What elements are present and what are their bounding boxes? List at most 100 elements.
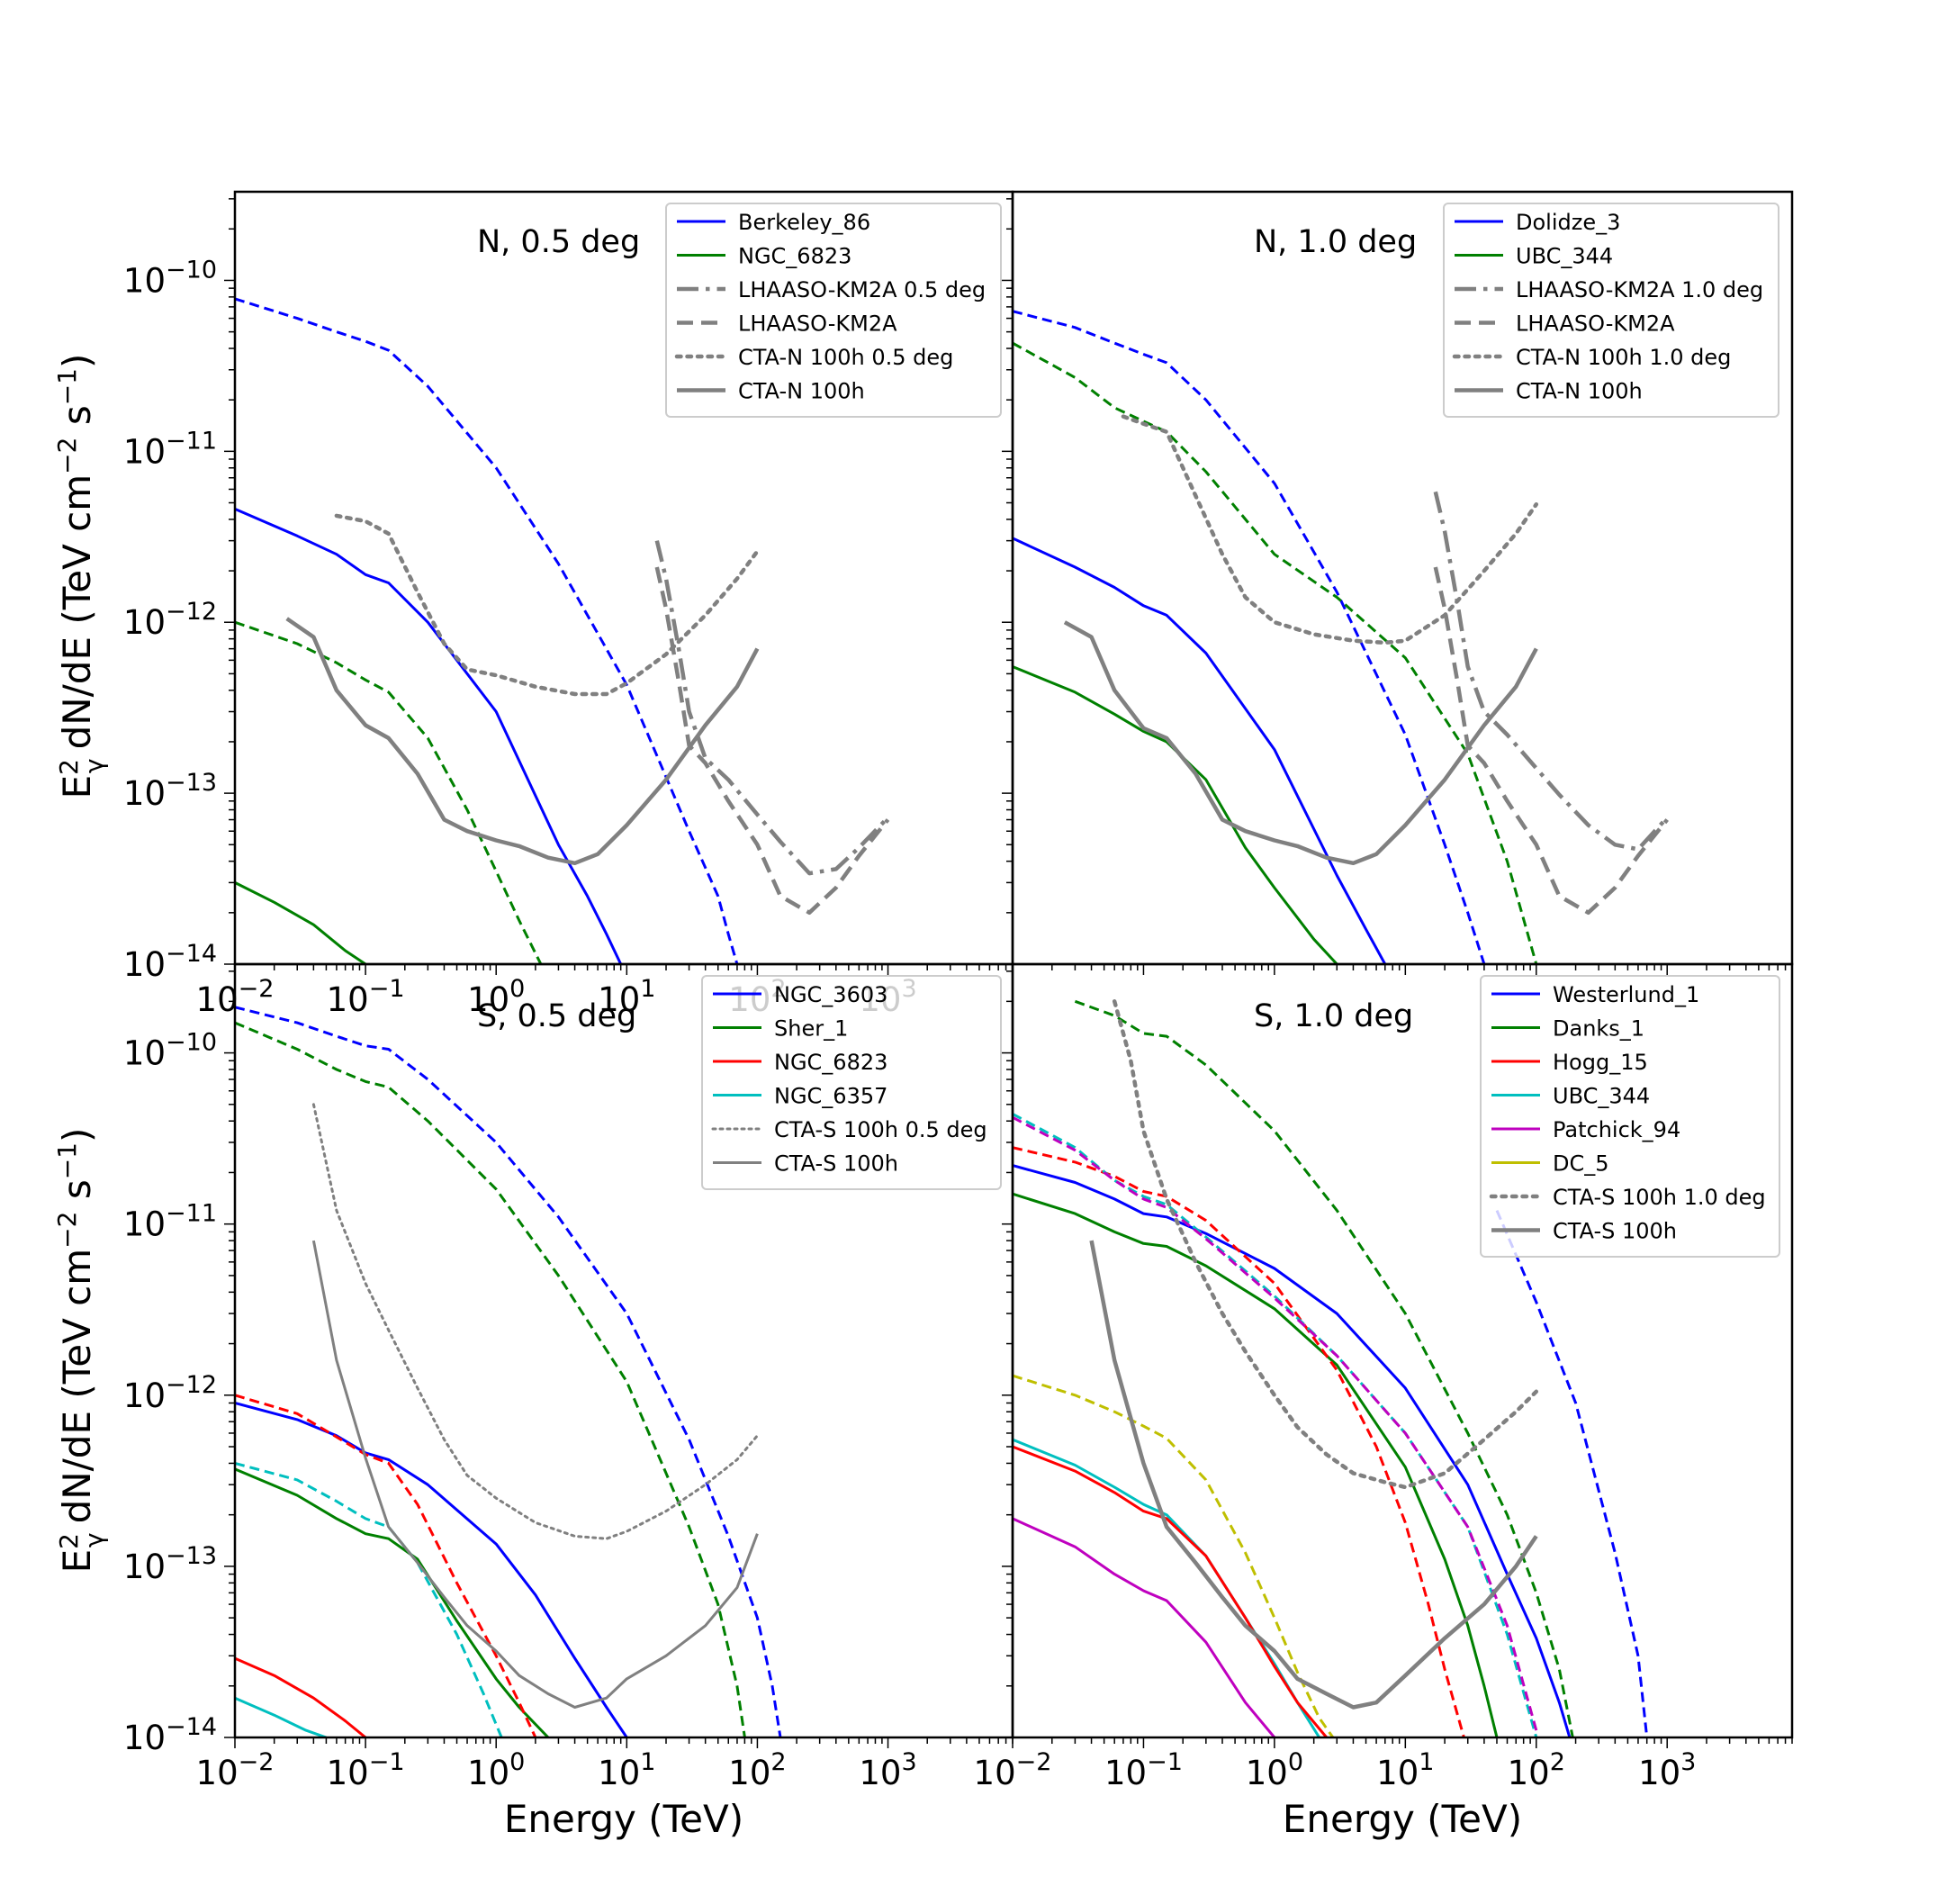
series-line	[235, 1656, 367, 1737]
x-tick-label: 100	[467, 975, 525, 1019]
series-line	[1013, 341, 1538, 964]
x-tick-label: 10−1	[327, 975, 405, 1019]
legend-box	[1443, 203, 1779, 418]
y-tick-label: 10−11	[123, 427, 217, 471]
x-tick-label: 10−1	[1104, 1748, 1183, 1792]
axes-frame	[1011, 962, 1794, 1739]
series-line	[1063, 620, 1538, 866]
legend: Berkeley_86 NGC_6823 LHAASO-KM2A 0.5 deg LH…	[665, 203, 1002, 418]
series-line	[235, 1021, 746, 1737]
series-group	[235, 297, 890, 964]
panel-bl: 10−2 10−1 100 101 102 103 10−10 10−11 10−12 10−13…	[123, 962, 1014, 1792]
legend-label: UBC_344	[1553, 1084, 1650, 1109]
y-tick-label: 10−10	[123, 1029, 217, 1073]
series-group	[235, 1006, 782, 1737]
legend-label: NGC_6823	[774, 1050, 887, 1075]
series-line	[311, 1240, 759, 1709]
x-axis-label-right: Energy (TeV)	[1283, 1797, 1522, 1841]
panel-annotation: N, 0.5 deg	[477, 224, 640, 260]
series-line	[235, 1467, 550, 1737]
legend-label: CTA-N 100h	[1516, 379, 1643, 404]
legend-label: Hogg_15	[1553, 1050, 1648, 1075]
y-tick-label: 10−10	[123, 256, 217, 300]
legend-label: NGC_3603	[774, 982, 887, 1007]
legend-label: LHAASO-KM2A 1.0 deg	[1516, 277, 1763, 302]
x-tick-label: 10−1	[327, 1748, 405, 1792]
y-tick-label: 10−12	[123, 1371, 217, 1415]
series-group	[1013, 999, 1649, 1737]
legend-label: LHAASO-KM2A	[738, 311, 897, 337]
legend-label: Sher_1	[774, 1016, 848, 1042]
legend-label: LHAASO-KM2A	[1516, 311, 1675, 337]
series-line	[654, 566, 890, 916]
legend-label: NGC_6823	[738, 244, 851, 269]
series-line	[1013, 1517, 1276, 1737]
series-line	[235, 1006, 782, 1737]
y-axis-label-top: E2γdN/dE (TeV cm−2 s−1)	[52, 354, 109, 799]
y-tick-label: 10−13	[123, 769, 217, 813]
legend: Dolidze_3 UBC_344 LHAASO-KM2A 1.0 deg LHAAS…	[1443, 203, 1779, 418]
x-tick-label: 103	[1638, 1748, 1696, 1792]
legend-label: CTA-N 100h 0.5 deg	[738, 345, 953, 370]
series-line	[1112, 999, 1539, 1490]
series-line	[235, 1696, 327, 1737]
x-tick-label: 10−2	[196, 1748, 275, 1792]
y-axis-label-bottom: E2γdN/dE (TeV cm−2 s−1)	[52, 1128, 109, 1574]
series-group	[1013, 310, 1669, 964]
panel-annotation: S, 0.5 deg	[477, 998, 636, 1034]
series-line	[235, 881, 366, 964]
series-line	[1013, 665, 1338, 964]
legend-label: CTA-S 100h 1.0 deg	[1553, 1185, 1766, 1210]
legend-label: UBC_344	[1516, 244, 1613, 269]
series-line	[1013, 1192, 1499, 1737]
series-line	[235, 297, 739, 964]
legend-label: LHAASO-KM2A 0.5 deg	[738, 277, 986, 302]
y-tick-label: 10−14	[123, 940, 217, 984]
series-line	[1495, 1210, 1649, 1737]
legend-box	[1480, 975, 1780, 1258]
series-line	[311, 1103, 759, 1540]
legend-label: CTA-N 100h	[738, 379, 865, 404]
legend-label: Danks_1	[1553, 1016, 1644, 1042]
series-line	[334, 513, 760, 697]
panel-br: 10−2 10−1 100 101 102 103 S, 1.0 deg Westerlund…	[974, 962, 1794, 1792]
y-tick-label: 10−14	[123, 1713, 217, 1757]
legend-label: CTA-N 100h 1.0 deg	[1516, 345, 1731, 370]
series-line	[1013, 1438, 1320, 1737]
series-line	[1121, 414, 1539, 645]
y-tick-label: 10−12	[123, 598, 217, 642]
panel-tr: N, 1.0 deg Dolidze_3 UBC_344 LHAASO-KM2A 1.…	[1002, 190, 1794, 975]
legend-box	[701, 975, 1002, 1190]
legend: NGC_3603 Sher_1 NGC_6823 NGC_6357 CTA-S 100h…	[701, 975, 1002, 1190]
series-line	[1013, 1146, 1465, 1737]
legend-box	[665, 203, 1002, 418]
legend-label: Westerlund_1	[1553, 982, 1699, 1007]
series-line	[1013, 1445, 1328, 1737]
x-tick-label: 10−2	[974, 1748, 1052, 1792]
series-line	[1089, 1240, 1538, 1710]
series-line	[654, 540, 890, 876]
series-line	[235, 1394, 537, 1737]
x-tick-label: 102	[1508, 1748, 1565, 1792]
x-tick-label: 101	[598, 1748, 655, 1792]
x-axis-label-left: Energy (TeV)	[504, 1797, 743, 1841]
series-line	[235, 1461, 503, 1737]
series-line	[1013, 1115, 1538, 1731]
series-line	[1013, 1164, 1572, 1737]
series-line	[1433, 491, 1669, 852]
x-tick-label: 100	[1246, 1748, 1303, 1792]
legend-label: NGC_6357	[774, 1084, 887, 1109]
legend-label: DC_5	[1553, 1151, 1609, 1177]
legend-label: Dolidze_3	[1516, 210, 1620, 235]
y-tick-label: 10−11	[123, 1200, 217, 1244]
x-tick-label: 103	[859, 1748, 916, 1792]
y-tick-label: 10−13	[123, 1542, 217, 1586]
series-line	[235, 508, 623, 964]
legend-label: CTA-S 100h	[1553, 1219, 1677, 1244]
series-line	[1013, 310, 1486, 964]
x-tick-label: 101	[598, 975, 655, 1019]
series-line	[1013, 537, 1387, 964]
legend-label: CTA-S 100h	[774, 1151, 898, 1177]
series-line	[235, 620, 543, 964]
